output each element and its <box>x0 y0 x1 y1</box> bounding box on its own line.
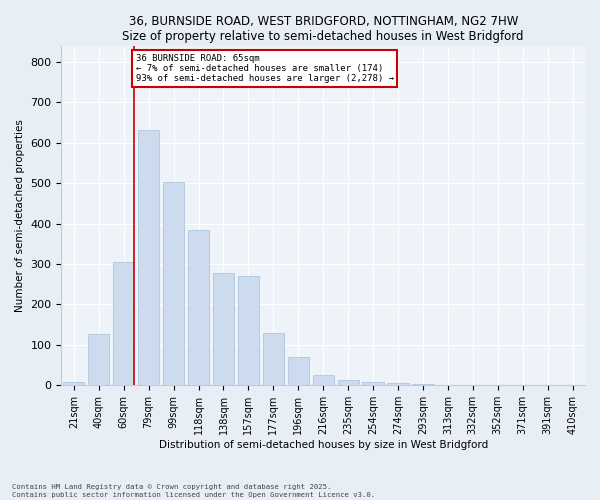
Bar <box>362 382 383 386</box>
Bar <box>88 334 109 386</box>
Bar <box>213 274 234 386</box>
Bar <box>313 375 334 386</box>
Bar <box>388 384 409 386</box>
Bar <box>138 130 159 386</box>
Bar <box>238 276 259 386</box>
Bar <box>188 230 209 386</box>
Bar <box>113 262 134 386</box>
Bar <box>263 333 284 386</box>
Title: 36, BURNSIDE ROAD, WEST BRIDGFORD, NOTTINGHAM, NG2 7HW
Size of property relative: 36, BURNSIDE ROAD, WEST BRIDGFORD, NOTTI… <box>122 15 524 43</box>
Bar <box>412 384 434 386</box>
Text: Contains HM Land Registry data © Crown copyright and database right 2025.
Contai: Contains HM Land Registry data © Crown c… <box>12 484 375 498</box>
Bar <box>163 182 184 386</box>
Bar <box>437 384 458 386</box>
Text: 36 BURNSIDE ROAD: 65sqm
← 7% of semi-detached houses are smaller (174)
93% of se: 36 BURNSIDE ROAD: 65sqm ← 7% of semi-det… <box>136 54 394 84</box>
Bar <box>338 380 359 386</box>
Bar <box>287 357 309 386</box>
X-axis label: Distribution of semi-detached houses by size in West Bridgford: Distribution of semi-detached houses by … <box>158 440 488 450</box>
Y-axis label: Number of semi-detached properties: Number of semi-detached properties <box>15 119 25 312</box>
Bar <box>63 382 85 386</box>
